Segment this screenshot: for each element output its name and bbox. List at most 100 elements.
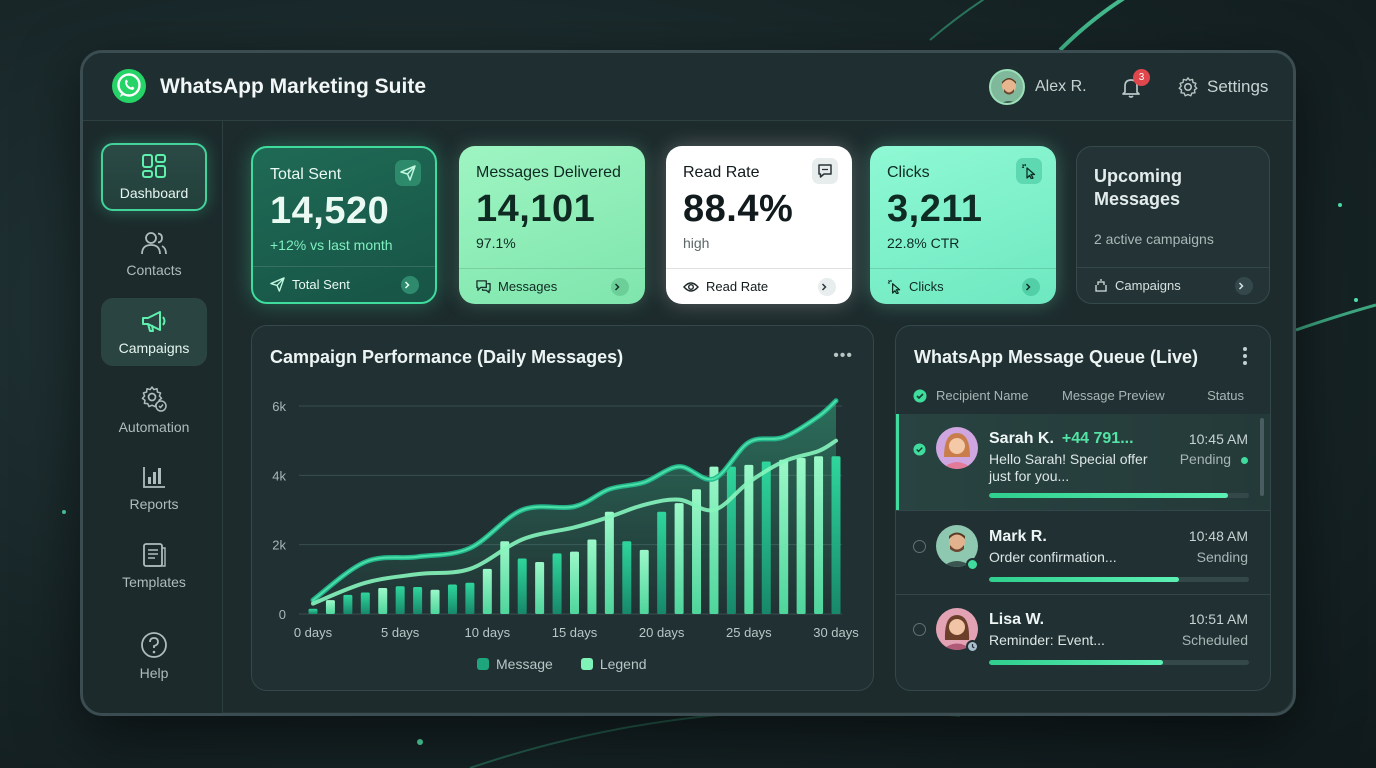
queue-row-lisa[interactable]: Lisa W. Reminder: Event... 10:51 AM Sche… — [896, 595, 1270, 678]
sidebar-item-contacts[interactable]: Contacts — [101, 220, 207, 288]
card-footer-link[interactable]: Read Rate — [666, 268, 852, 304]
chart-bar — [465, 582, 475, 614]
read-rate-card[interactable]: Read Rate 88.4% high Read Rate — [666, 146, 852, 304]
x-tick-label: 0 days — [294, 625, 333, 640]
queue-row-sarah[interactable]: Sarah K. +44 791... Hello Sarah! Special … — [896, 414, 1270, 510]
chart-title: Campaign Performance (Daily Messages) — [270, 347, 624, 367]
card-title: Total Sent — [270, 166, 342, 183]
x-tick-label: 30 days — [813, 625, 859, 640]
message-status: Pending — [1180, 451, 1248, 467]
x-tick-label: 25 days — [726, 625, 772, 640]
card-footer-label: Campaigns — [1115, 278, 1181, 293]
chart-bar — [395, 586, 405, 614]
chevron-right-icon[interactable] — [401, 276, 419, 294]
settings-button[interactable]: Settings — [1177, 76, 1268, 98]
chart-bar — [709, 466, 719, 614]
chart-bar — [639, 549, 649, 614]
chart-bar — [413, 586, 423, 614]
card-footer-link[interactable]: Total Sent — [253, 266, 435, 302]
card-title: Upcoming Messages — [1094, 166, 1182, 209]
chart-legend: Message Legend — [477, 656, 675, 672]
row-checkbox[interactable] — [913, 623, 926, 636]
sidebar-item-dashboard[interactable]: Dashboard — [101, 143, 207, 211]
y-tick-label: 6k — [272, 399, 286, 414]
card-footer-link[interactable]: Clicks — [870, 268, 1056, 304]
y-tick-label: 2k — [272, 538, 286, 553]
gear-icon — [1178, 77, 1198, 97]
queue-row-mark[interactable]: Mark R. Order confirmation... 10:48 AM S… — [896, 511, 1270, 594]
card-value: 14,520 — [270, 190, 390, 232]
chevron-right-icon[interactable] — [1022, 278, 1040, 296]
progress-fill — [989, 660, 1164, 665]
notification-bell-icon[interactable] — [1119, 75, 1143, 99]
column-header-recipient[interactable]: Recipient Name — [936, 388, 1029, 403]
card-subtext: +12% vs last month — [270, 237, 393, 253]
sidebar-item-reports[interactable]: Reports — [101, 454, 207, 522]
chart-bar — [726, 466, 736, 614]
row-checked-icon[interactable] — [913, 443, 926, 456]
campaign-stack-icon — [1095, 278, 1107, 292]
avatar — [936, 427, 978, 469]
user-menu[interactable]: Alex R. — [989, 69, 1087, 105]
chat-bubble-icon — [812, 158, 838, 184]
legend-item-message[interactable]: Message — [477, 656, 553, 672]
kebab-menu-icon[interactable] — [1242, 346, 1248, 366]
recipient-name-text: Sarah K. — [989, 430, 1054, 447]
chart-bar — [622, 541, 632, 614]
chevron-right-icon[interactable] — [1235, 277, 1253, 295]
contacts-icon — [141, 232, 167, 255]
column-header-status[interactable]: Status — [1207, 388, 1244, 403]
dashboard-icon — [142, 154, 166, 178]
sidebar-item-templates[interactable]: Templates — [101, 532, 207, 600]
sidebar-item-label: Contacts — [126, 262, 182, 278]
chart-bar — [674, 503, 684, 614]
legend-swatch — [477, 658, 489, 670]
help-icon — [141, 632, 167, 658]
x-tick-label: 5 days — [381, 625, 420, 640]
card-footer-link[interactable]: Campaigns — [1077, 267, 1269, 303]
chart-bar — [657, 511, 667, 614]
chevron-right-icon[interactable] — [818, 278, 836, 296]
chart-bar — [378, 588, 388, 614]
sidebar-item-campaigns[interactable]: Campaigns — [101, 298, 207, 366]
chart-bar — [308, 608, 318, 614]
card-footer-link[interactable]: Messages — [459, 268, 645, 304]
sidebar-item-automation[interactable]: Automation — [101, 376, 207, 444]
total-sent-card[interactable]: Total Sent 14,520 +12% vs last month Tot… — [251, 146, 437, 304]
messages-delivered-card[interactable]: Messages Delivered 14,101 97.1% Messages — [459, 146, 645, 304]
status-text: Pending — [1179, 451, 1232, 467]
clicks-card[interactable]: Clicks 3,211 22.8% CTR Clicks — [870, 146, 1056, 304]
status-dot — [1241, 456, 1248, 464]
card-title: Read Rate — [683, 164, 760, 181]
sidebar-item-label: Templates — [122, 574, 186, 590]
sidebar-item-help[interactable]: Help — [101, 622, 207, 690]
legend-label: Legend — [599, 656, 647, 672]
chevron-right-icon[interactable] — [611, 278, 629, 296]
chart-line-secondary — [311, 438, 838, 606]
scrollbar[interactable] — [1260, 418, 1264, 496]
column-header-preview[interactable]: Message Preview — [1062, 388, 1165, 403]
progress-fill — [989, 577, 1179, 582]
card-value: 3,211 — [887, 188, 983, 230]
chart-bar — [517, 558, 527, 614]
message-preview: Hello Sarah! Special offer just for you.… — [989, 451, 1148, 484]
chart-bar — [430, 589, 440, 614]
select-all-check-icon[interactable] — [913, 389, 927, 403]
upcoming-messages-card[interactable]: Upcoming Messages 2 active campaigns Cam… — [1076, 146, 1270, 304]
chart-bar — [552, 553, 562, 614]
chart-bar — [447, 584, 457, 614]
legend-item-legend[interactable]: Legend — [580, 656, 647, 672]
row-checkbox[interactable] — [913, 540, 926, 553]
y-tick-label: 4k — [272, 468, 286, 483]
chart-bar — [761, 461, 771, 614]
y-tick-label: 0 — [279, 607, 286, 622]
progress-bar — [989, 660, 1249, 665]
x-tick-label: 10 days — [465, 625, 511, 640]
message-status: Scheduled — [1181, 632, 1248, 648]
cursor-click-icon — [887, 279, 901, 294]
send-icon — [395, 160, 421, 186]
more-options-icon[interactable]: ••• — [833, 347, 853, 364]
chart-bar — [796, 458, 806, 614]
x-tick-label: 15 days — [552, 625, 598, 640]
sidebar-item-label: Reports — [129, 496, 179, 512]
